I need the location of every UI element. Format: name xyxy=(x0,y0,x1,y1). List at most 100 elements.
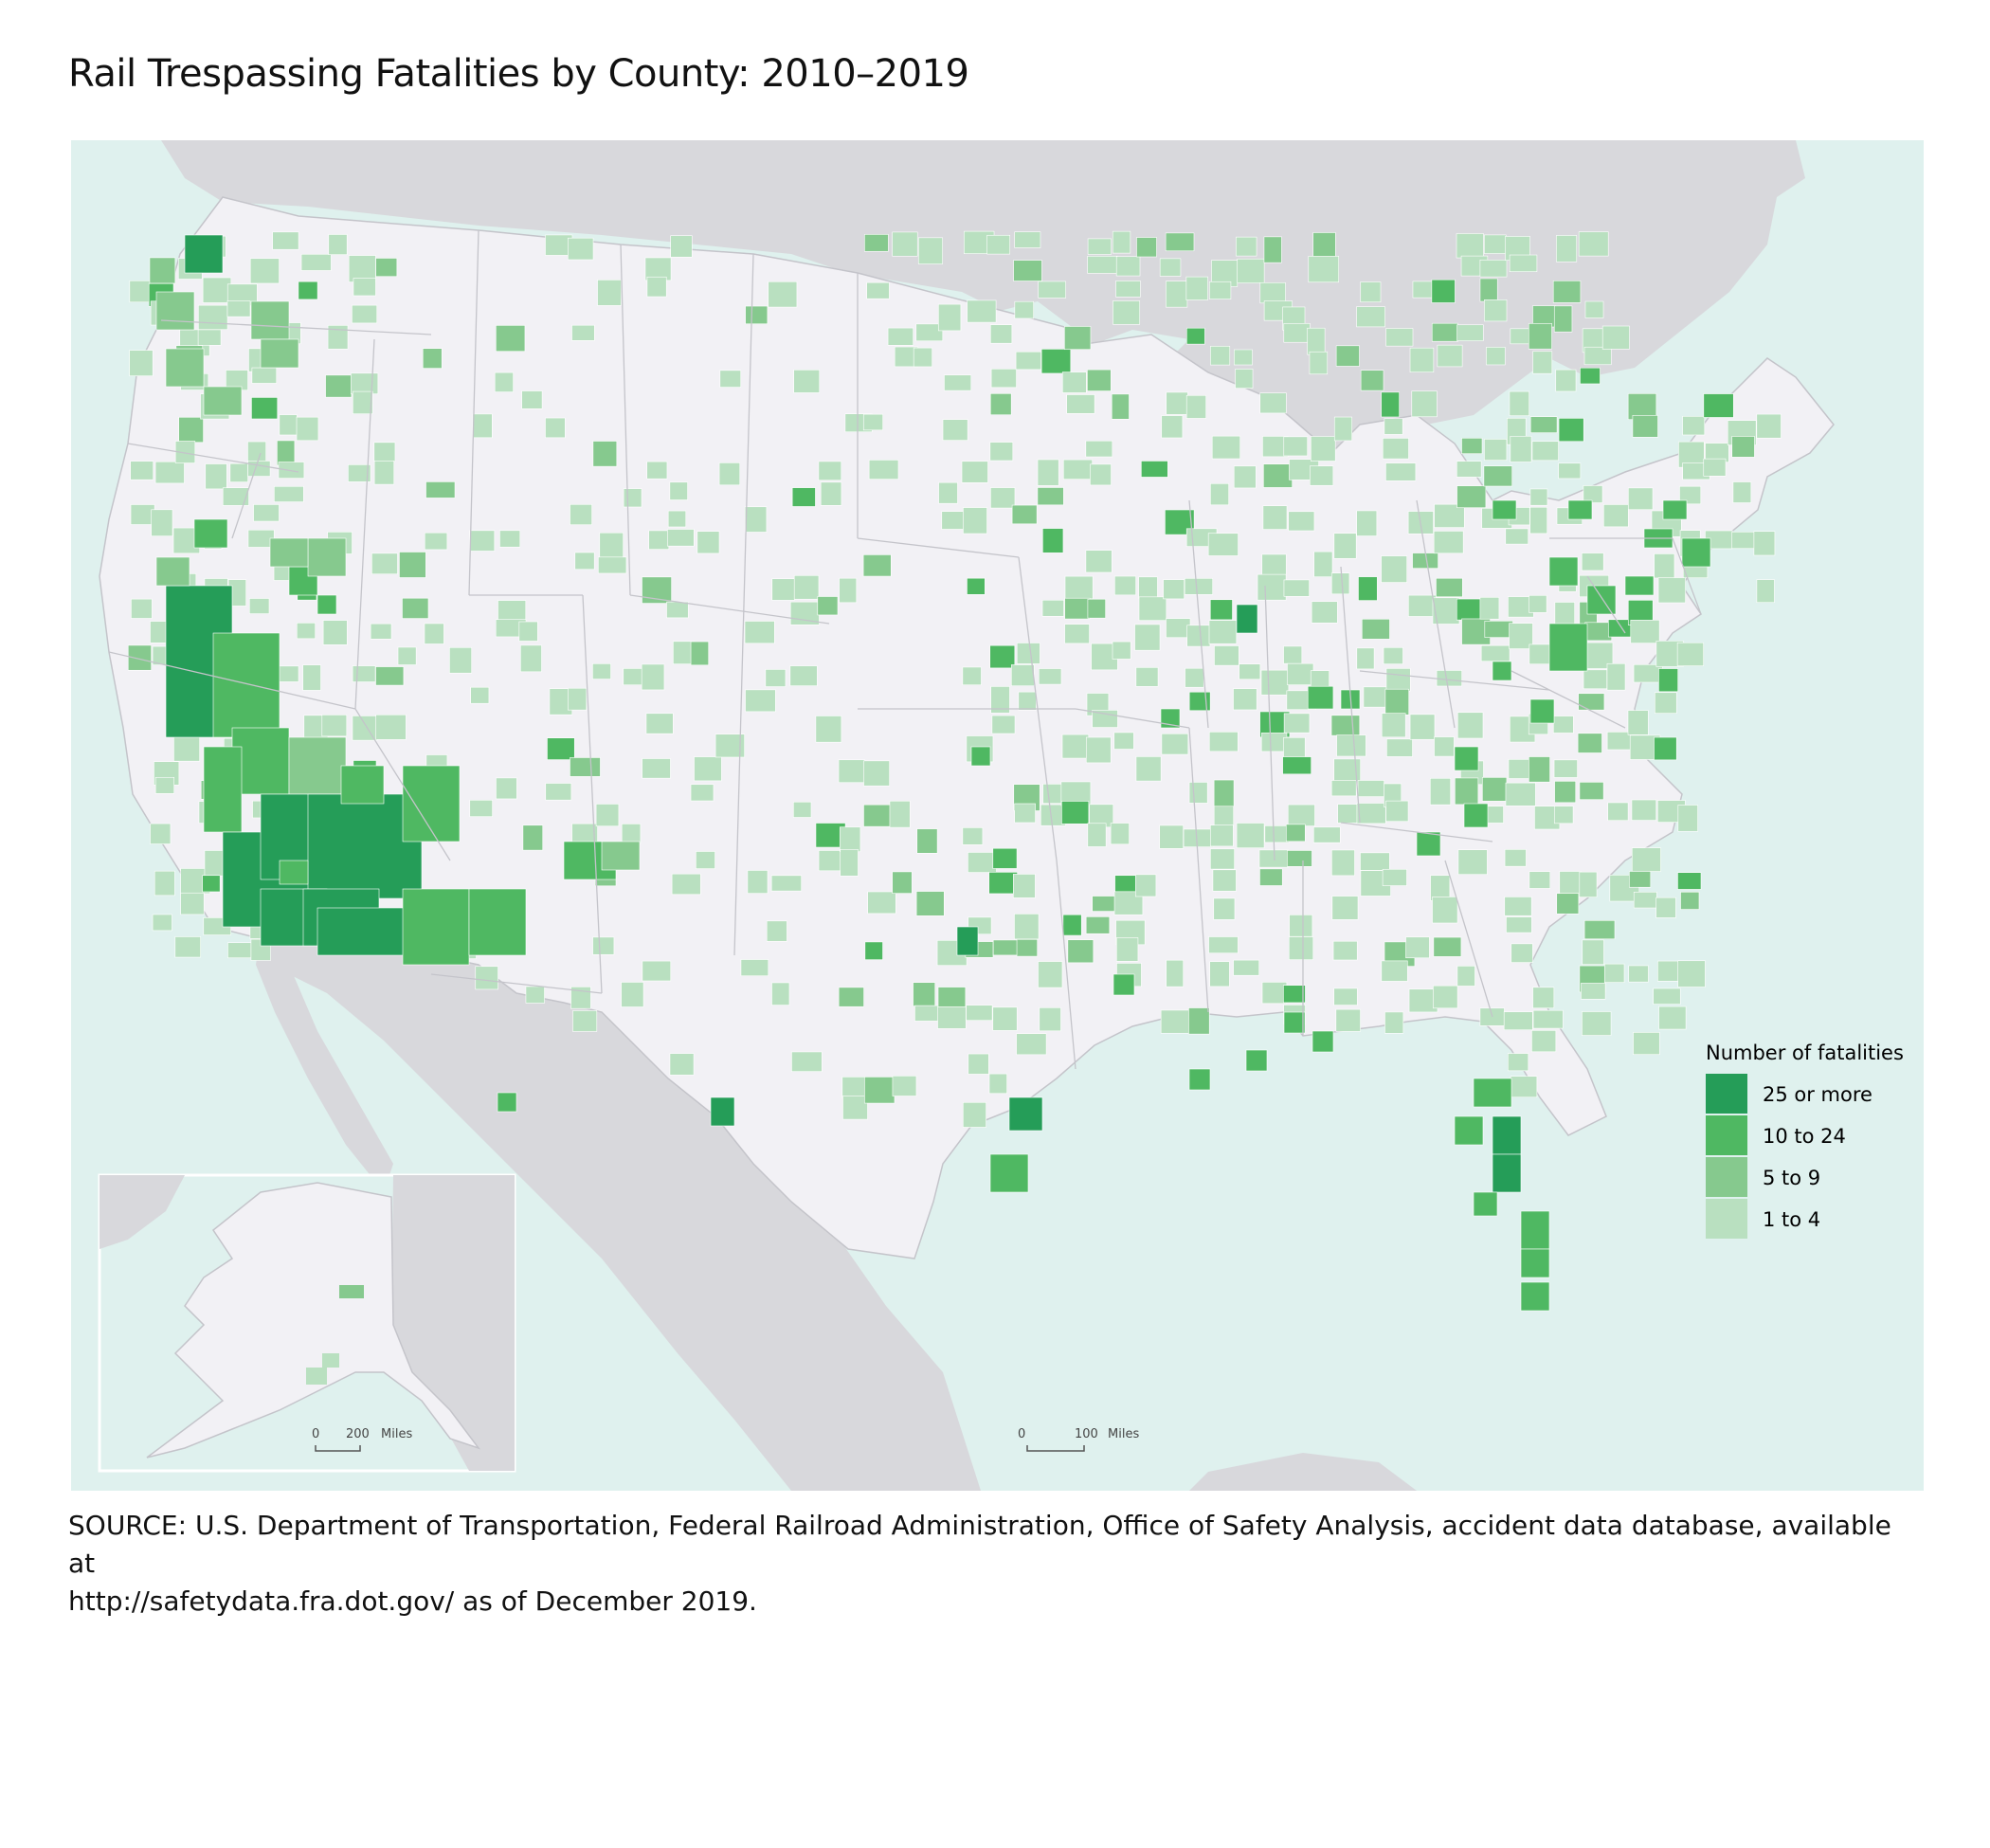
county-fill xyxy=(352,304,378,324)
county-cluster-45 xyxy=(1624,575,1655,596)
county-cluster-36 xyxy=(1008,1096,1043,1132)
county-fill xyxy=(222,487,249,506)
county-fill xyxy=(1307,685,1334,710)
county-fill xyxy=(1381,960,1408,982)
county-fill xyxy=(129,350,154,376)
county-fill xyxy=(1288,936,1314,960)
county-fill xyxy=(300,253,332,271)
county-fill xyxy=(1185,667,1204,688)
county-fill xyxy=(621,982,644,1007)
county-fill xyxy=(253,504,280,522)
county-fill xyxy=(1092,896,1115,912)
county-fill xyxy=(327,325,349,350)
county-fill xyxy=(789,665,818,686)
county-fill xyxy=(1578,231,1609,257)
county-fill xyxy=(863,804,894,827)
county-fill xyxy=(841,1077,867,1098)
county-fill xyxy=(1141,461,1168,478)
county-fill xyxy=(1233,688,1257,711)
county-fill xyxy=(1505,782,1536,806)
county-fill xyxy=(251,367,278,384)
county-fill xyxy=(864,234,889,252)
county-fill xyxy=(862,413,883,431)
county-fill xyxy=(1161,415,1184,439)
county-fill xyxy=(1135,756,1162,782)
county-fill xyxy=(1386,738,1413,757)
county-fill xyxy=(1429,777,1452,806)
county-fill xyxy=(915,323,944,342)
county-fill xyxy=(1360,852,1390,871)
county-fill xyxy=(1209,599,1233,621)
county-fill xyxy=(180,892,205,915)
county-fill xyxy=(371,553,398,575)
county-fill xyxy=(793,801,812,818)
county-fill xyxy=(1479,259,1508,278)
county-fill xyxy=(1331,896,1359,920)
county-cluster-16 xyxy=(340,765,385,805)
county-fill xyxy=(1282,756,1312,775)
source-line-1: SOURCE: U.S. Department of Transportatio… xyxy=(68,1510,1891,1579)
county-fill xyxy=(1658,1006,1687,1030)
county-fill xyxy=(968,852,997,873)
county-fill xyxy=(1042,528,1064,553)
inset-scale-value: 200 xyxy=(346,1427,370,1441)
county-fill xyxy=(247,461,271,477)
county-fill xyxy=(150,823,172,844)
county-fill xyxy=(1262,505,1288,530)
county-fill xyxy=(1456,966,1475,987)
county-fill xyxy=(572,1010,598,1032)
county-fill xyxy=(770,875,802,892)
county-fill xyxy=(470,686,490,704)
county-fill xyxy=(839,577,858,604)
county-cluster-46 xyxy=(1548,623,1588,672)
county-cluster-41 xyxy=(1492,499,1517,520)
county-fill xyxy=(1207,533,1239,556)
county-fill xyxy=(248,598,270,614)
legend-swatch-1 xyxy=(1706,1074,1747,1114)
alaska-landmass xyxy=(146,1182,481,1458)
county-cluster-51 xyxy=(1662,499,1688,520)
county-fill xyxy=(937,1006,967,1029)
county-fill xyxy=(274,485,304,502)
county-fill xyxy=(298,281,318,300)
county-cluster-19 xyxy=(468,888,527,956)
county-fill xyxy=(1584,300,1604,318)
county-cluster-67 xyxy=(1312,1030,1334,1053)
county-fill xyxy=(1633,1032,1660,1056)
county-fill xyxy=(1330,715,1361,736)
map-title: Rail Trespassing Fatalities by County: 2… xyxy=(68,52,969,96)
county-fills xyxy=(127,230,1782,1312)
county-fill xyxy=(1234,349,1253,366)
county-fill xyxy=(988,1073,1007,1095)
county-fill xyxy=(1552,280,1582,303)
county-fill xyxy=(1087,823,1107,847)
county-fill xyxy=(277,440,296,466)
county-fill xyxy=(989,324,1013,344)
county-fill xyxy=(1677,872,1702,890)
county-fill xyxy=(1381,713,1406,738)
county-cluster-44 xyxy=(1586,585,1617,615)
county-fill xyxy=(1283,436,1308,457)
county-fill xyxy=(325,374,353,398)
county-fill xyxy=(202,875,221,893)
county-fill xyxy=(1553,759,1578,778)
legend-label-1: 25 or more xyxy=(1763,1083,1872,1106)
county-fill xyxy=(744,621,775,644)
county-fill xyxy=(1484,439,1508,461)
county-fill xyxy=(1208,936,1239,954)
county-fill xyxy=(1381,555,1407,583)
county-fill xyxy=(671,873,701,896)
county-fill xyxy=(425,481,456,498)
county-fill xyxy=(1067,939,1094,964)
county-fill xyxy=(839,826,861,853)
county-fill xyxy=(913,982,936,1006)
county-fill xyxy=(1676,642,1704,666)
county-cluster-55 xyxy=(1492,1115,1522,1155)
county-fill xyxy=(1405,936,1430,959)
county-fill xyxy=(838,759,865,784)
county-fill xyxy=(592,936,615,955)
county-fill xyxy=(1584,622,1613,642)
county-fill xyxy=(862,554,892,577)
county-cluster-37 xyxy=(989,1153,1029,1193)
county-fill xyxy=(296,416,319,442)
